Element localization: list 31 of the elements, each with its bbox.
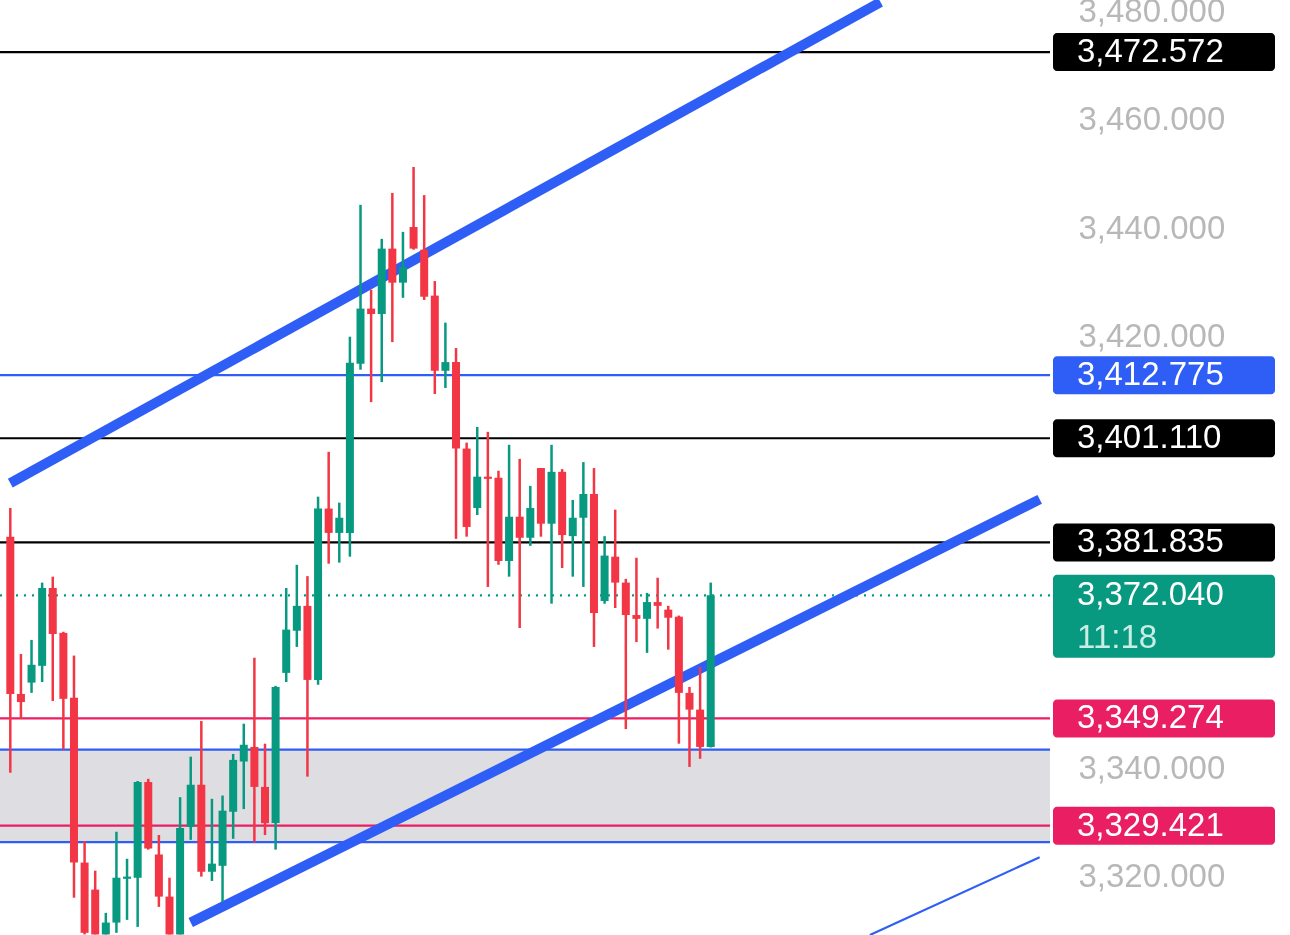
- ref-line-label: 3,472.572: [1077, 32, 1224, 70]
- candlestick: [515, 457, 524, 630]
- y-tick-label: 3,440.000: [1078, 208, 1226, 246]
- candlestick: [579, 460, 588, 589]
- ref-line-label: 3,401.110: [1077, 418, 1222, 456]
- candlestick: [367, 288, 376, 404]
- candlestick: [483, 430, 492, 589]
- candlestick: [123, 857, 132, 922]
- y-tick-label: 3,460.000: [1078, 100, 1226, 138]
- ref-line-label: 3,329.421: [1077, 805, 1224, 843]
- candlestick: [239, 722, 248, 811]
- candlestick: [409, 165, 418, 251]
- y-tick-label: 3,340.000: [1078, 749, 1226, 787]
- ref-line-label: 3,381.835: [1077, 522, 1224, 560]
- candlestick: [568, 498, 577, 578]
- candlestick: [16, 652, 25, 721]
- candlestick: [207, 797, 216, 883]
- candlestick: [685, 685, 694, 769]
- candlestick: [653, 576, 662, 630]
- ref-line-label: 3,412.775: [1077, 355, 1224, 393]
- candlestick: [335, 501, 344, 564]
- candlestick: [27, 638, 36, 695]
- y-tick-label: 3,420.000: [1078, 316, 1226, 354]
- candlestick: [441, 321, 450, 390]
- y-tick-label: 3,320.000: [1078, 857, 1226, 895]
- ref-line-label: 3,372.040 11:18: [1077, 575, 1224, 656]
- ref-line-label: 3,349.274: [1077, 698, 1224, 736]
- candlestick: [632, 556, 641, 644]
- y-tick-label: 3,480.000: [1078, 0, 1226, 30]
- candlestick: [398, 230, 407, 300]
- candlestick: [664, 604, 673, 651]
